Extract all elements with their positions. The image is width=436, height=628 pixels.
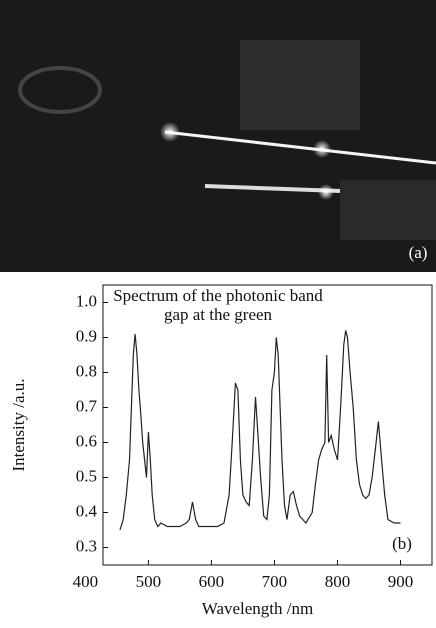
y-tick-label: 0.5	[76, 466, 97, 485]
y-tick-label: 1.0	[76, 291, 97, 310]
photo-object	[18, 66, 102, 114]
glow	[313, 140, 331, 158]
glow	[160, 122, 180, 142]
y-tick-label: 0.4	[76, 501, 98, 520]
glow	[318, 184, 334, 200]
x-tick-label: 700	[262, 572, 288, 591]
x-tick-label: 800	[325, 572, 351, 591]
laser-beam	[204, 184, 341, 193]
y-tick-label: 0.7	[76, 396, 98, 415]
y-axis-label: Intensity /a.u.	[9, 378, 28, 471]
y-tick-label: 0.3	[76, 536, 97, 555]
x-tick-label: 600	[199, 572, 225, 591]
x-tick-label: 900	[388, 572, 414, 591]
laser-beam	[164, 130, 436, 165]
photo: (a)	[0, 0, 436, 272]
photo-object	[240, 40, 360, 130]
plot-frame	[102, 284, 433, 566]
y-tick-label: 0.6	[76, 431, 97, 450]
y-tick-label: 0.8	[76, 361, 97, 380]
x-tick-label: 500	[136, 572, 162, 591]
y-tick-label: 0.9	[76, 326, 97, 345]
photo-object	[340, 180, 436, 240]
x-axis-label: Wavelength /nm	[202, 599, 313, 618]
chart-title: Spectrum of the photonic band gap at the…	[113, 286, 323, 324]
x-tick-label: 400	[73, 572, 99, 591]
panel-label: (a)	[409, 243, 428, 262]
spectrum-line	[119, 330, 401, 531]
panel-label: (b)	[392, 534, 412, 553]
